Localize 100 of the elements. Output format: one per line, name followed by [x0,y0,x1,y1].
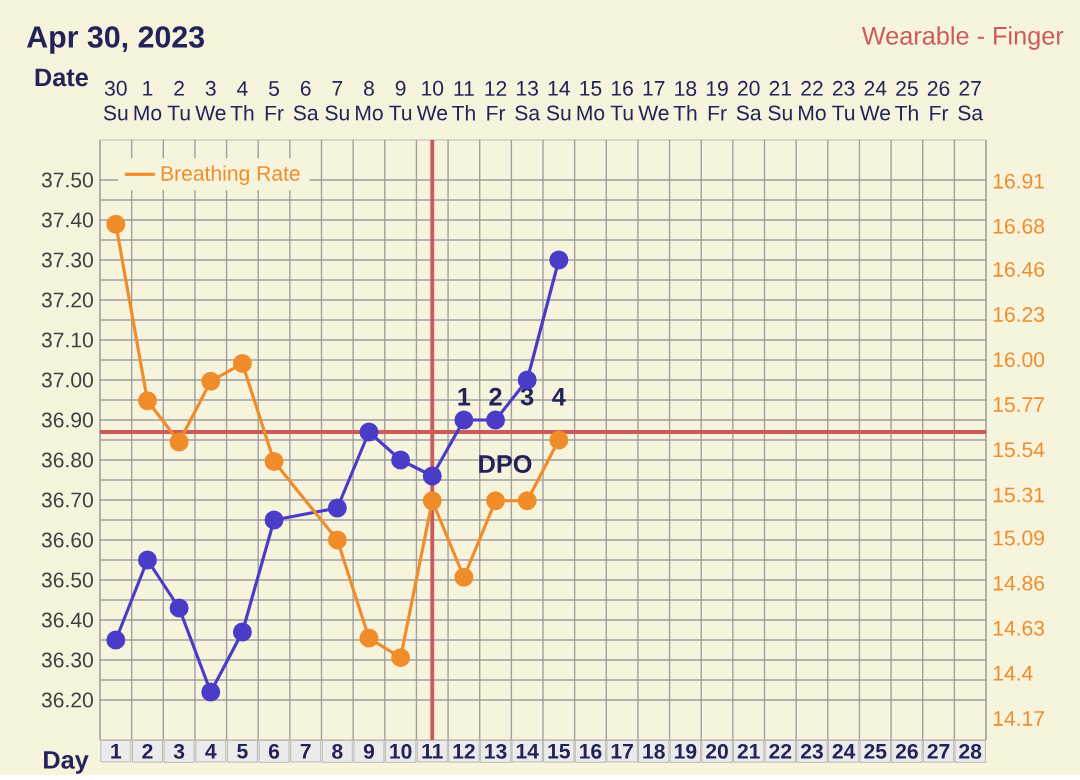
text: 24 We [859,81,891,121]
point [169,432,189,452]
x-tick-label: 18 [643,744,665,759]
text: 26 Fr [927,81,950,121]
y-tick-label: 36.70 [41,492,93,508]
x-tick-label: 21 [737,744,760,759]
x-tick-label: 4 [205,744,217,759]
y2-tick-label: 15.77 [993,397,1044,413]
y2-tick-label: 15.54 [993,442,1045,458]
text: 8 Mo [356,81,383,121]
y-tick-label: 36.40 [41,612,93,628]
y2-tick-label: 14.17 [993,711,1044,726]
text: 6 Sa [293,81,319,121]
annotation: 2 [489,387,502,406]
y-tick-label: 37.30 [41,252,93,268]
text: 16 Tu [610,81,633,121]
y-tick-label: 36.30 [41,652,93,668]
x-tick-label: 22 [769,744,792,759]
x-tick-label: 19 [674,744,697,759]
x-tick-label: 15 [548,744,570,759]
annotation: DPO [479,455,532,474]
point [201,371,221,391]
y-tick-label: 37.50 [41,172,93,188]
x-tick-label: 23 [800,744,823,759]
y-tick-label: 36.50 [41,572,93,588]
text: 18 Th [673,81,697,121]
text: 22 Mo [799,81,826,121]
y2-tick-label: 16.68 [993,218,1045,234]
text: 10 We [416,81,448,121]
text: 25 Th [895,81,918,121]
x-tick-label: 25 [864,744,887,759]
point [517,370,537,390]
text: 1 Mo [134,81,162,121]
legend-label: Breathing Rate [161,165,300,186]
y-tick-label: 36.90 [41,412,93,428]
text: 17 We [638,81,669,121]
annotation: 4 [552,388,566,406]
x-axis-title: Day [44,751,89,774]
text: 12 Fr [485,81,507,121]
point [486,410,506,430]
x-tick-label: 20 [706,744,728,759]
text: 5 Fr [265,81,284,121]
y2-tick-label: 16.23 [993,307,1045,323]
point [264,452,284,472]
point [137,391,157,411]
x-tick-label: 1 [111,744,122,759]
y-tick-label: 36.80 [41,452,93,468]
x-tick-label: 16 [580,744,602,759]
point [232,622,252,642]
text: 13 Sa [515,81,541,121]
point [327,530,347,550]
text: 2 Tu [167,81,190,121]
point [169,598,189,618]
point [359,628,379,648]
y2-tick-label: 15.31 [993,487,1044,503]
text: 3 We [195,81,226,121]
x-tick-label: 27 [927,744,950,759]
x-tick-label: 10 [390,744,412,759]
annotation: 1 [458,388,471,406]
point [106,630,126,650]
y2-tick-label: 14.86 [993,575,1045,591]
point [486,491,506,511]
x-tick-label: 28 [959,744,982,759]
x-tick-label: 11 [422,744,443,759]
text: 23 Tu [832,81,855,121]
y2-tick-label: 15.09 [993,530,1044,546]
chart-title: Apr 30, 2023 [26,26,205,54]
text: Date [35,68,88,87]
x-tick-label: 3 [173,744,185,759]
point [454,567,474,587]
y2-tick-label: 16.46 [993,262,1045,278]
y2-tick-label: 14.63 [993,620,1045,636]
x-tick-label: 9 [363,744,375,759]
point [517,491,537,511]
point [391,648,411,668]
y2-tick-label: 14.4 [993,666,1033,681]
text: 7 Su [325,81,349,121]
point [549,430,569,450]
text: 15 Mo [577,81,605,121]
text: 9 Tu [389,81,412,121]
point [106,214,126,234]
x-tick-label: 24 [832,744,856,759]
x-tick-label: 14 [516,744,539,759]
text: Wearable - Finger [861,26,1064,50]
point [327,498,347,518]
text: 4 Th [230,81,254,121]
x-tick-label: 8 [332,744,343,759]
point [422,491,442,511]
x-tick-label: 12 [453,744,475,759]
point [137,550,157,570]
x-tick-label: 2 [142,744,153,759]
point [201,682,221,702]
point [264,510,284,530]
y-tick-label: 36.60 [41,532,93,548]
text: 27 Sa [958,81,984,121]
text: 14 Su [546,81,571,121]
point [549,250,569,270]
point [232,354,252,374]
y-tick-label: 37.20 [41,292,93,308]
y-tick-label: 37.00 [41,372,93,388]
